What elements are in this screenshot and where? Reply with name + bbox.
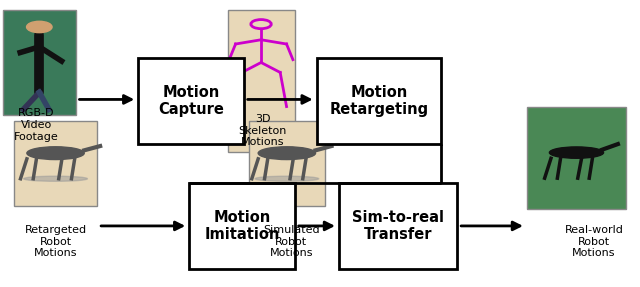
Text: Simulated
Robot
Motions: Simulated Robot Motions (263, 225, 319, 258)
Text: 3D
Skeleton
Motions: 3D Skeleton Motions (239, 114, 287, 147)
Ellipse shape (24, 176, 88, 181)
Ellipse shape (27, 147, 84, 160)
FancyBboxPatch shape (248, 121, 325, 206)
Text: Motion
Capture: Motion Capture (158, 85, 224, 117)
FancyBboxPatch shape (339, 183, 457, 269)
FancyBboxPatch shape (228, 10, 294, 152)
FancyBboxPatch shape (189, 183, 294, 269)
Ellipse shape (258, 147, 316, 160)
Text: Retargeted
Robot
Motions: Retargeted Robot Motions (24, 225, 86, 258)
FancyBboxPatch shape (317, 58, 441, 144)
FancyBboxPatch shape (14, 121, 97, 206)
Circle shape (26, 21, 52, 33)
Ellipse shape (255, 176, 319, 181)
FancyBboxPatch shape (3, 10, 76, 115)
FancyBboxPatch shape (138, 58, 244, 144)
Text: Motion
Retargeting: Motion Retargeting (330, 85, 429, 117)
Text: Motion
Imitation: Motion Imitation (204, 210, 280, 242)
Ellipse shape (549, 147, 604, 158)
Text: Real-world
Robot
Motions: Real-world Robot Motions (564, 225, 623, 258)
Text: RGB-D
Video
Footage: RGB-D Video Footage (14, 108, 59, 141)
FancyBboxPatch shape (527, 106, 626, 209)
Text: Sim-to-real
Transfer: Sim-to-real Transfer (352, 210, 444, 242)
